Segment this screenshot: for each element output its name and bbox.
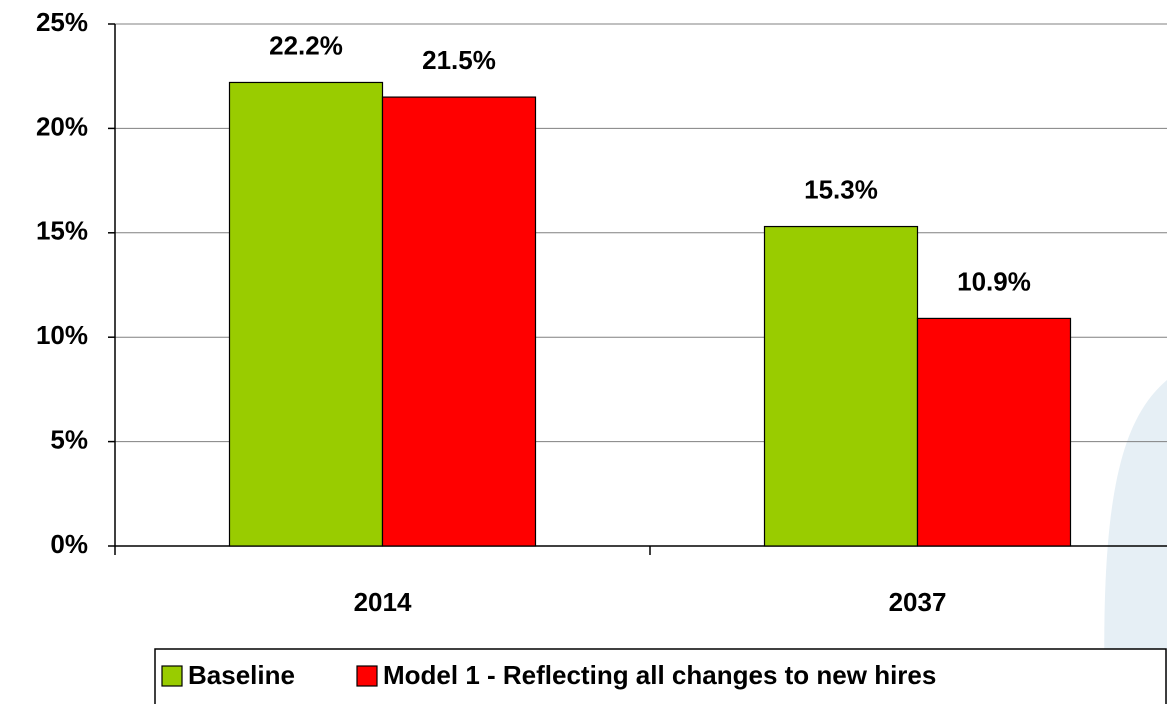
x-tick-label: 2014 bbox=[354, 587, 412, 617]
y-tick-label: 15% bbox=[36, 216, 88, 246]
x-tick-label: 2037 bbox=[889, 587, 947, 617]
bar bbox=[228, 81, 384, 547]
legend-swatch bbox=[356, 665, 378, 687]
bar bbox=[381, 96, 537, 547]
y-tick-label: 10% bbox=[36, 320, 88, 350]
y-tick-label: 25% bbox=[36, 7, 88, 37]
value-label: 22.2% bbox=[269, 30, 343, 60]
value-label: 21.5% bbox=[422, 45, 496, 75]
bar bbox=[916, 317, 1072, 547]
y-tick-label: 20% bbox=[36, 111, 88, 141]
legend-label: Baseline bbox=[188, 660, 295, 690]
bar bbox=[763, 225, 919, 547]
y-tick-label: 5% bbox=[50, 424, 88, 454]
legend-box bbox=[154, 648, 1167, 704]
value-label: 15.3% bbox=[804, 174, 878, 204]
background-decoration bbox=[1104, 380, 1167, 704]
legend-swatch bbox=[161, 665, 183, 687]
legend-label: Model 1 - Reflecting all changes to new … bbox=[383, 660, 936, 690]
value-label: 10.9% bbox=[957, 266, 1031, 296]
y-tick-label: 0% bbox=[50, 529, 88, 559]
